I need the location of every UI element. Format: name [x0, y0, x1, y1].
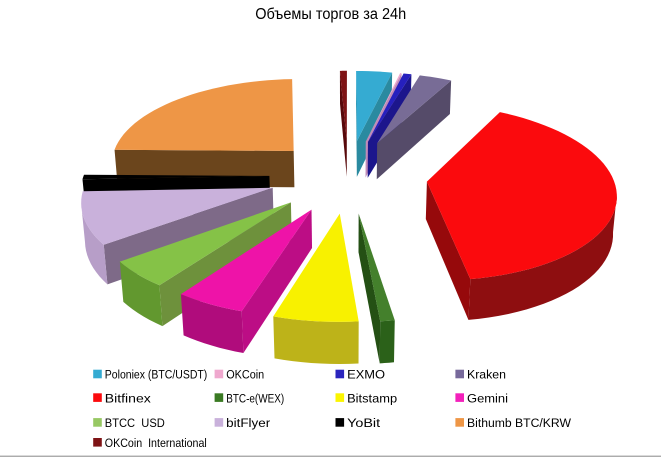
svg-text:EXMO: EXMO [347, 368, 385, 382]
svg-text:OKCoin International: OKCoin International [105, 436, 207, 450]
svg-text:OKCoin: OKCoin [226, 368, 264, 382]
svg-text:Kraken: Kraken [467, 368, 506, 382]
svg-text:BTC-e(WEX): BTC-e(WEX) [226, 391, 284, 405]
svg-text:YoBit: YoBit [347, 416, 381, 430]
svg-text:Poloniex (BTC/USDT): Poloniex (BTC/USDT) [105, 368, 208, 382]
svg-text:BTCC USD: BTCC USD [105, 416, 165, 430]
svg-text:Объемы торгов за 24h: Объемы торгов за 24h [255, 6, 406, 23]
svg-text:Bitfinex: Bitfinex [105, 391, 152, 405]
svg-text:Gemini: Gemini [467, 391, 508, 405]
svg-text:Bithumb BTC/KRW: Bithumb BTC/KRW [467, 416, 571, 430]
svg-text:bitFlyer: bitFlyer [226, 416, 270, 430]
svg-text:Bitstamp: Bitstamp [347, 391, 397, 405]
